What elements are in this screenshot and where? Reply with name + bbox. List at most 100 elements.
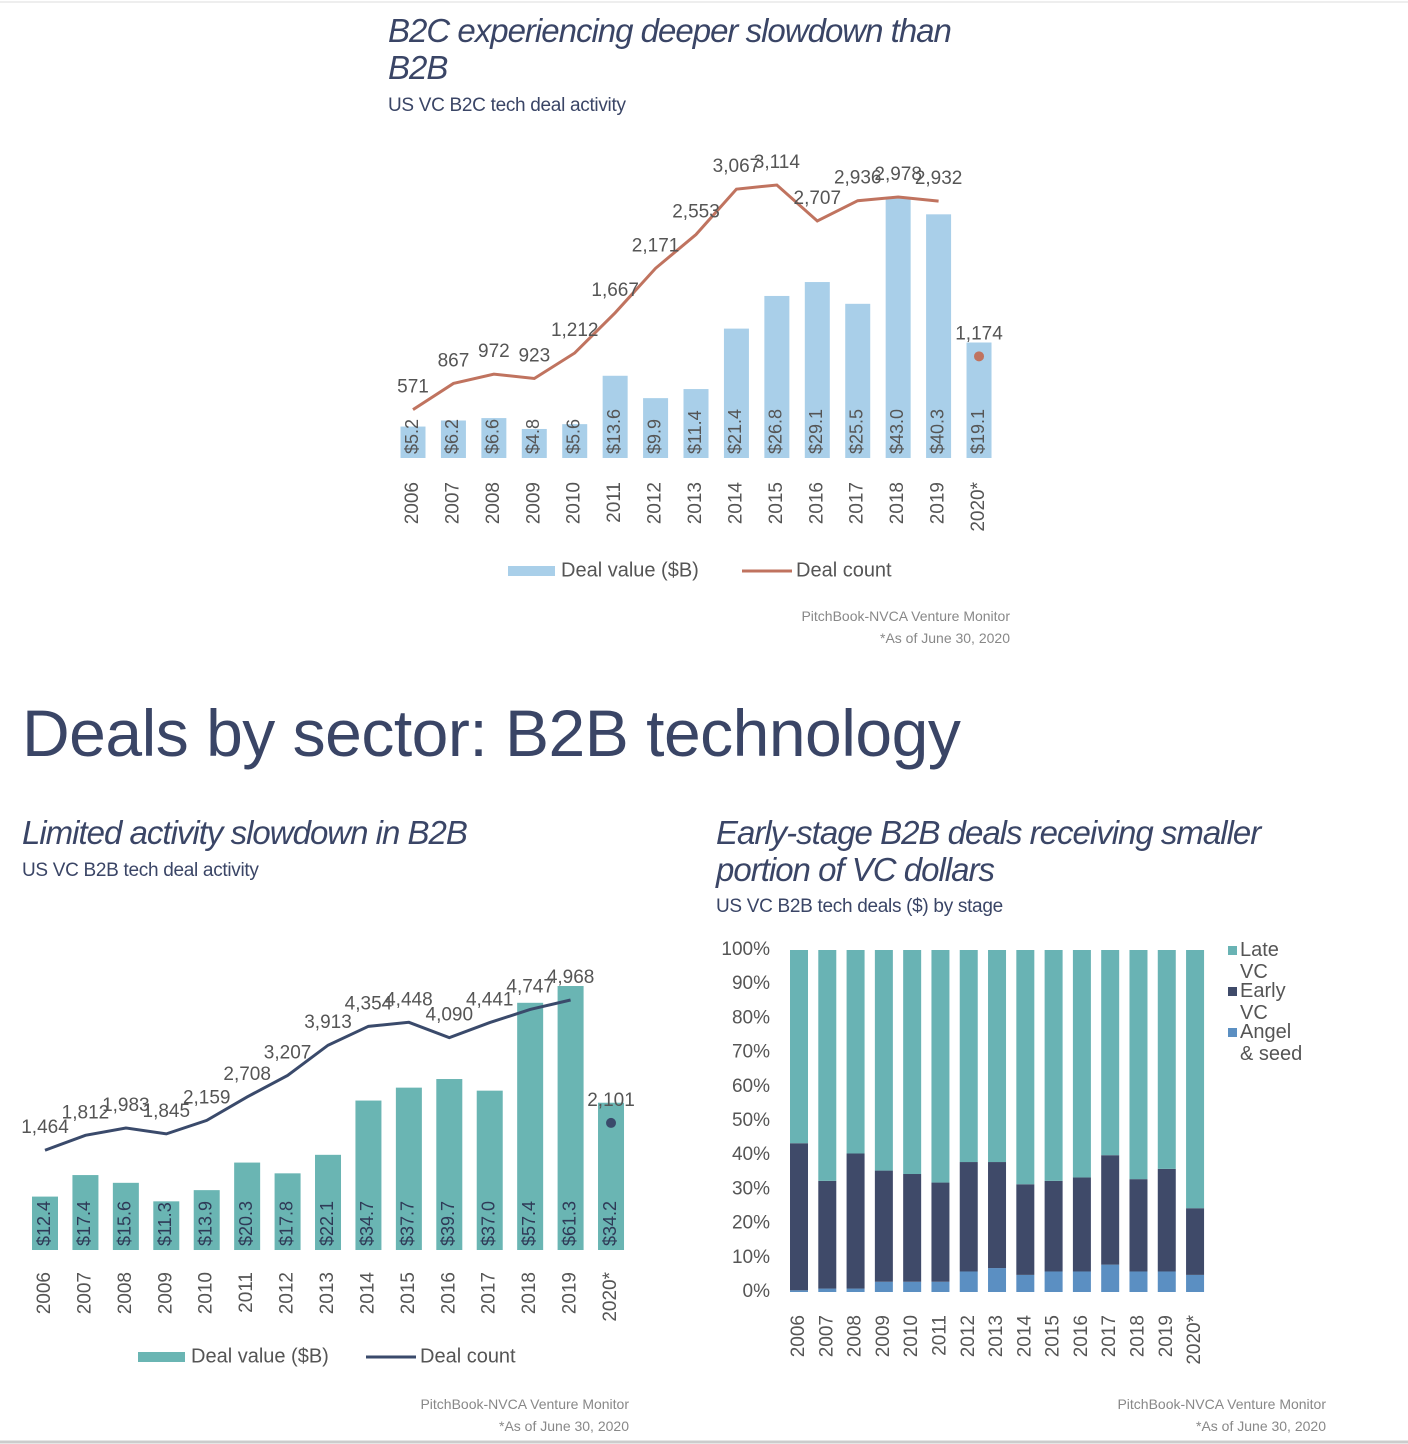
bar (804, 282, 830, 458)
x-tick-label: 2008 (845, 1315, 866, 1357)
bar-label: $43.0 (887, 409, 907, 454)
x-tick-label: 2010 (196, 1272, 217, 1314)
bar-segment (988, 1162, 1007, 1269)
source: PitchBook-NVCA Venture Monitor (801, 608, 1010, 624)
bar-label: $5.6 (563, 419, 583, 454)
y-tick-label: 30% (732, 1178, 770, 1199)
bar-label: $26.8 (766, 409, 786, 454)
point-label: 1,464 (21, 1117, 69, 1138)
x-tick-label: 2013 (986, 1315, 1007, 1357)
bar-label: $34.2 (600, 1201, 620, 1246)
point-label: 3,114 (754, 152, 801, 173)
bar-segment (988, 950, 1007, 1163)
bar (193, 1190, 220, 1250)
y-tick-label: 70% (732, 1042, 770, 1063)
x-tick-label: 2010 (901, 1315, 922, 1357)
chart-subtitle: US VC B2B tech deal activity (22, 860, 259, 881)
legend-label: Late VC (1240, 939, 1279, 983)
bar-label: $15.6 (115, 1201, 135, 1246)
legend-swatch (138, 1352, 185, 1362)
point-label: 4,441 (466, 990, 514, 1011)
line (412, 183, 939, 411)
bar-segment (1101, 950, 1120, 1156)
bar-label: $6.2 (442, 419, 462, 454)
legend-swatch (1228, 1028, 1237, 1037)
bar-segment (1129, 950, 1148, 1180)
point-label: 1,845 (143, 1101, 191, 1122)
x-tick-label: 2015 (766, 482, 787, 524)
bar-label: $57.4 (519, 1201, 539, 1246)
bar-label: $6.6 (483, 419, 503, 454)
bar-label: $37.0 (478, 1201, 498, 1246)
point-label: 4,354 (345, 993, 393, 1014)
bar-label: $11.3 (155, 1202, 175, 1246)
line (44, 998, 571, 1152)
chart-subtitle: US VC B2B tech deals ($) by stage (716, 896, 1003, 917)
point-label: 2,101 (587, 1090, 635, 1111)
x-tick-label: 2007 (74, 1272, 95, 1314)
bar-label: $37.7 (398, 1201, 418, 1246)
bar (885, 198, 911, 458)
bar (440, 420, 466, 458)
legend-label: Deal count (420, 1345, 516, 1367)
bar (602, 375, 628, 458)
point-label: 2,978 (874, 164, 922, 185)
bar-label: $13.6 (604, 409, 624, 454)
bar-segment (1101, 1155, 1120, 1265)
point-label: 2,171 (632, 235, 680, 256)
bar (764, 295, 790, 458)
bar-segment (1044, 1271, 1063, 1292)
point-label: 2,932 (915, 168, 963, 189)
bar-segment (903, 1281, 922, 1292)
bar-segment (931, 1281, 950, 1292)
x-tick-label: 2012 (277, 1272, 298, 1314)
bar (562, 424, 588, 458)
y-tick-label: 60% (732, 1076, 770, 1097)
x-tick-label: 2008 (483, 482, 504, 524)
legend-swatch (508, 566, 555, 576)
bar-label: $25.5 (846, 409, 866, 454)
bar (481, 418, 507, 458)
legend-label: Angel & seed (1240, 1021, 1303, 1065)
y-tick-label: 0% (743, 1281, 771, 1302)
x-tick-label: 2006 (402, 482, 423, 524)
source: PitchBook-NVCA Venture Monitor (420, 1396, 629, 1412)
bar-segment (1072, 1271, 1091, 1292)
bar (400, 426, 426, 458)
bar (274, 1173, 301, 1250)
bar (643, 398, 669, 458)
y-tick-label: 10% (732, 1247, 770, 1268)
y-tick-label: 50% (732, 1110, 770, 1131)
bar-label: $21.4 (725, 409, 745, 454)
y-tick-label: 40% (732, 1144, 770, 1165)
bar-segment (790, 950, 808, 1144)
legend-label: Deal count (796, 559, 892, 581)
bar (683, 389, 709, 458)
x-tick-label: 2006 (788, 1315, 809, 1357)
bar (557, 986, 584, 1250)
bar (234, 1162, 261, 1250)
legend-label: Deal value ($B) (191, 1345, 329, 1367)
x-tick-label: 2017 (1099, 1315, 1120, 1357)
point-label: 4,448 (385, 989, 433, 1010)
bar (436, 1079, 463, 1250)
bar-segment (1072, 950, 1091, 1178)
x-tick-label: 2007 (442, 482, 463, 524)
point-label: 571 (397, 377, 429, 398)
bar (521, 428, 547, 458)
x-tick-label: 2014 (357, 1272, 378, 1315)
point-label: 2,159 (183, 1087, 231, 1108)
bar-segment (1186, 1208, 1205, 1275)
x-tick-label: 2016 (438, 1272, 459, 1314)
bar-label: $13.9 (195, 1201, 215, 1246)
legend-label: Deal value ($B) (561, 559, 699, 581)
point-label: 2,707 (794, 188, 842, 209)
y-tick-label: 20% (732, 1213, 770, 1234)
x-tick-label: 2014 (1014, 1315, 1035, 1358)
source-note: *As of June 30, 2020 (880, 630, 1010, 646)
bar-segment (1157, 950, 1176, 1169)
x-tick-label: 2020* (1184, 1314, 1205, 1364)
bar (723, 328, 749, 458)
point-label: 1,667 (591, 280, 639, 301)
